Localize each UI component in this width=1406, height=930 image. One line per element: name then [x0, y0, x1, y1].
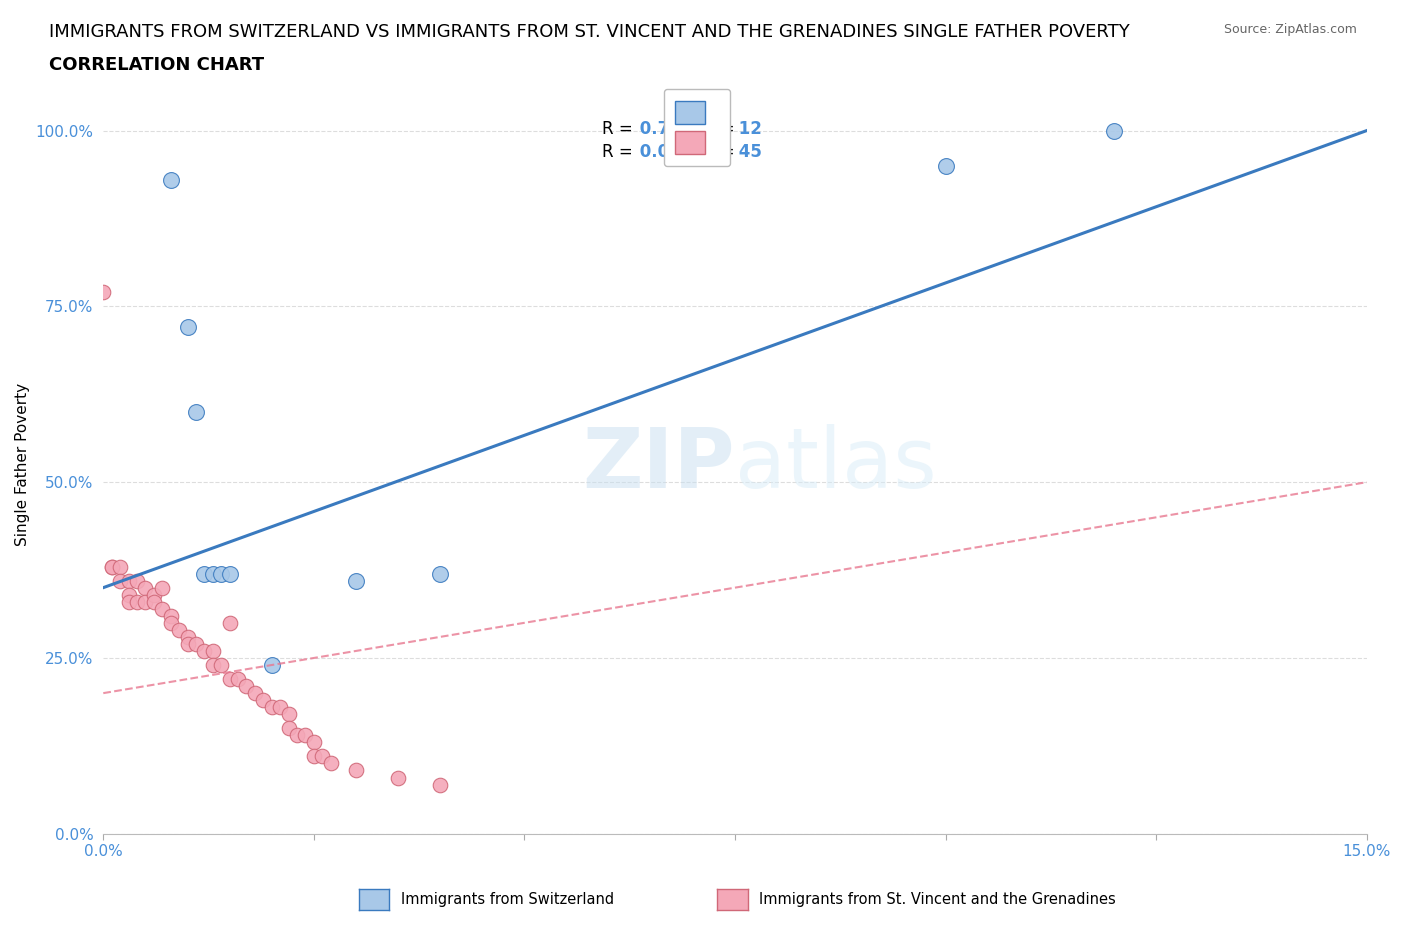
Point [193, 566, 215, 581]
Text: CORRELATION CHART: CORRELATION CHART [49, 56, 264, 73]
Point [209, 566, 232, 581]
Point [218, 671, 240, 686]
Text: Immigrants from Switzerland: Immigrants from Switzerland [401, 892, 614, 907]
Point [387, 770, 409, 785]
Point [269, 699, 291, 714]
Point [285, 728, 308, 743]
Point [184, 405, 207, 419]
Text: 0.711: 0.711 [634, 120, 692, 138]
Point [100, 559, 122, 574]
Point [319, 756, 342, 771]
Point [252, 693, 274, 708]
Point [302, 735, 325, 750]
Point [429, 566, 451, 581]
Point [142, 594, 165, 609]
Point [193, 644, 215, 658]
Point [134, 580, 156, 595]
Point [117, 573, 139, 588]
Text: N =: N = [703, 120, 735, 138]
Point [176, 630, 198, 644]
Point [176, 320, 198, 335]
Point [1102, 123, 1125, 138]
Text: N =: N = [703, 142, 735, 161]
Point [142, 587, 165, 602]
Legend: , : , [664, 89, 731, 166]
Point [277, 707, 299, 722]
Point [159, 616, 181, 631]
Point [125, 573, 148, 588]
Text: ZIP: ZIP [582, 424, 735, 505]
Point [108, 573, 131, 588]
Point [260, 658, 283, 672]
Text: Immigrants from St. Vincent and the Grenadines: Immigrants from St. Vincent and the Gren… [759, 892, 1116, 907]
Text: 12: 12 [733, 120, 762, 138]
Y-axis label: Single Father Poverty: Single Father Poverty [15, 383, 30, 546]
Point [302, 749, 325, 764]
Text: 0.081: 0.081 [634, 142, 692, 161]
Text: atlas: atlas [735, 424, 936, 505]
Point [167, 622, 190, 637]
Point [201, 658, 224, 672]
Text: 45: 45 [733, 142, 762, 161]
Point [294, 728, 316, 743]
Point [125, 594, 148, 609]
Point [209, 658, 232, 672]
Point [201, 644, 224, 658]
Text: R =: R = [602, 120, 633, 138]
Point [344, 573, 367, 588]
Point [150, 580, 173, 595]
Point [235, 679, 257, 694]
Point [935, 158, 957, 173]
Point [260, 699, 283, 714]
Point [117, 594, 139, 609]
Point [108, 559, 131, 574]
Point [91, 285, 114, 299]
Point [218, 566, 240, 581]
Point [311, 749, 333, 764]
Point [159, 172, 181, 187]
Point [429, 777, 451, 792]
Text: Source: ZipAtlas.com: Source: ZipAtlas.com [1223, 23, 1357, 36]
Point [159, 608, 181, 623]
Point [100, 559, 122, 574]
Point [344, 763, 367, 777]
Point [201, 566, 224, 581]
Point [134, 594, 156, 609]
Point [218, 616, 240, 631]
Point [117, 587, 139, 602]
Point [176, 636, 198, 651]
Text: R =: R = [602, 142, 633, 161]
Point [150, 602, 173, 617]
Point [243, 685, 266, 700]
Text: IMMIGRANTS FROM SWITZERLAND VS IMMIGRANTS FROM ST. VINCENT AND THE GRENADINES SI: IMMIGRANTS FROM SWITZERLAND VS IMMIGRANT… [49, 23, 1130, 41]
Point [277, 721, 299, 736]
Point [184, 636, 207, 651]
Point [226, 671, 249, 686]
